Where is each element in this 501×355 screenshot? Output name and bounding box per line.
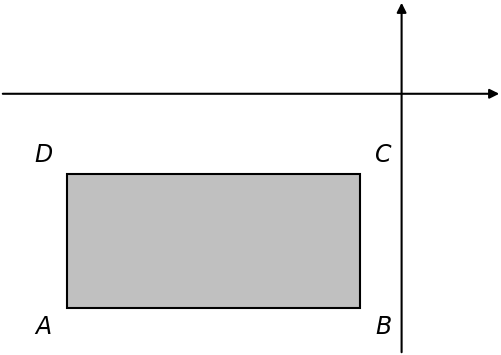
Text: A: A: [36, 315, 52, 339]
Text: C: C: [374, 143, 391, 168]
Bar: [67, 174, 359, 308]
Text: D: D: [34, 143, 53, 168]
Text: B: B: [374, 315, 391, 339]
